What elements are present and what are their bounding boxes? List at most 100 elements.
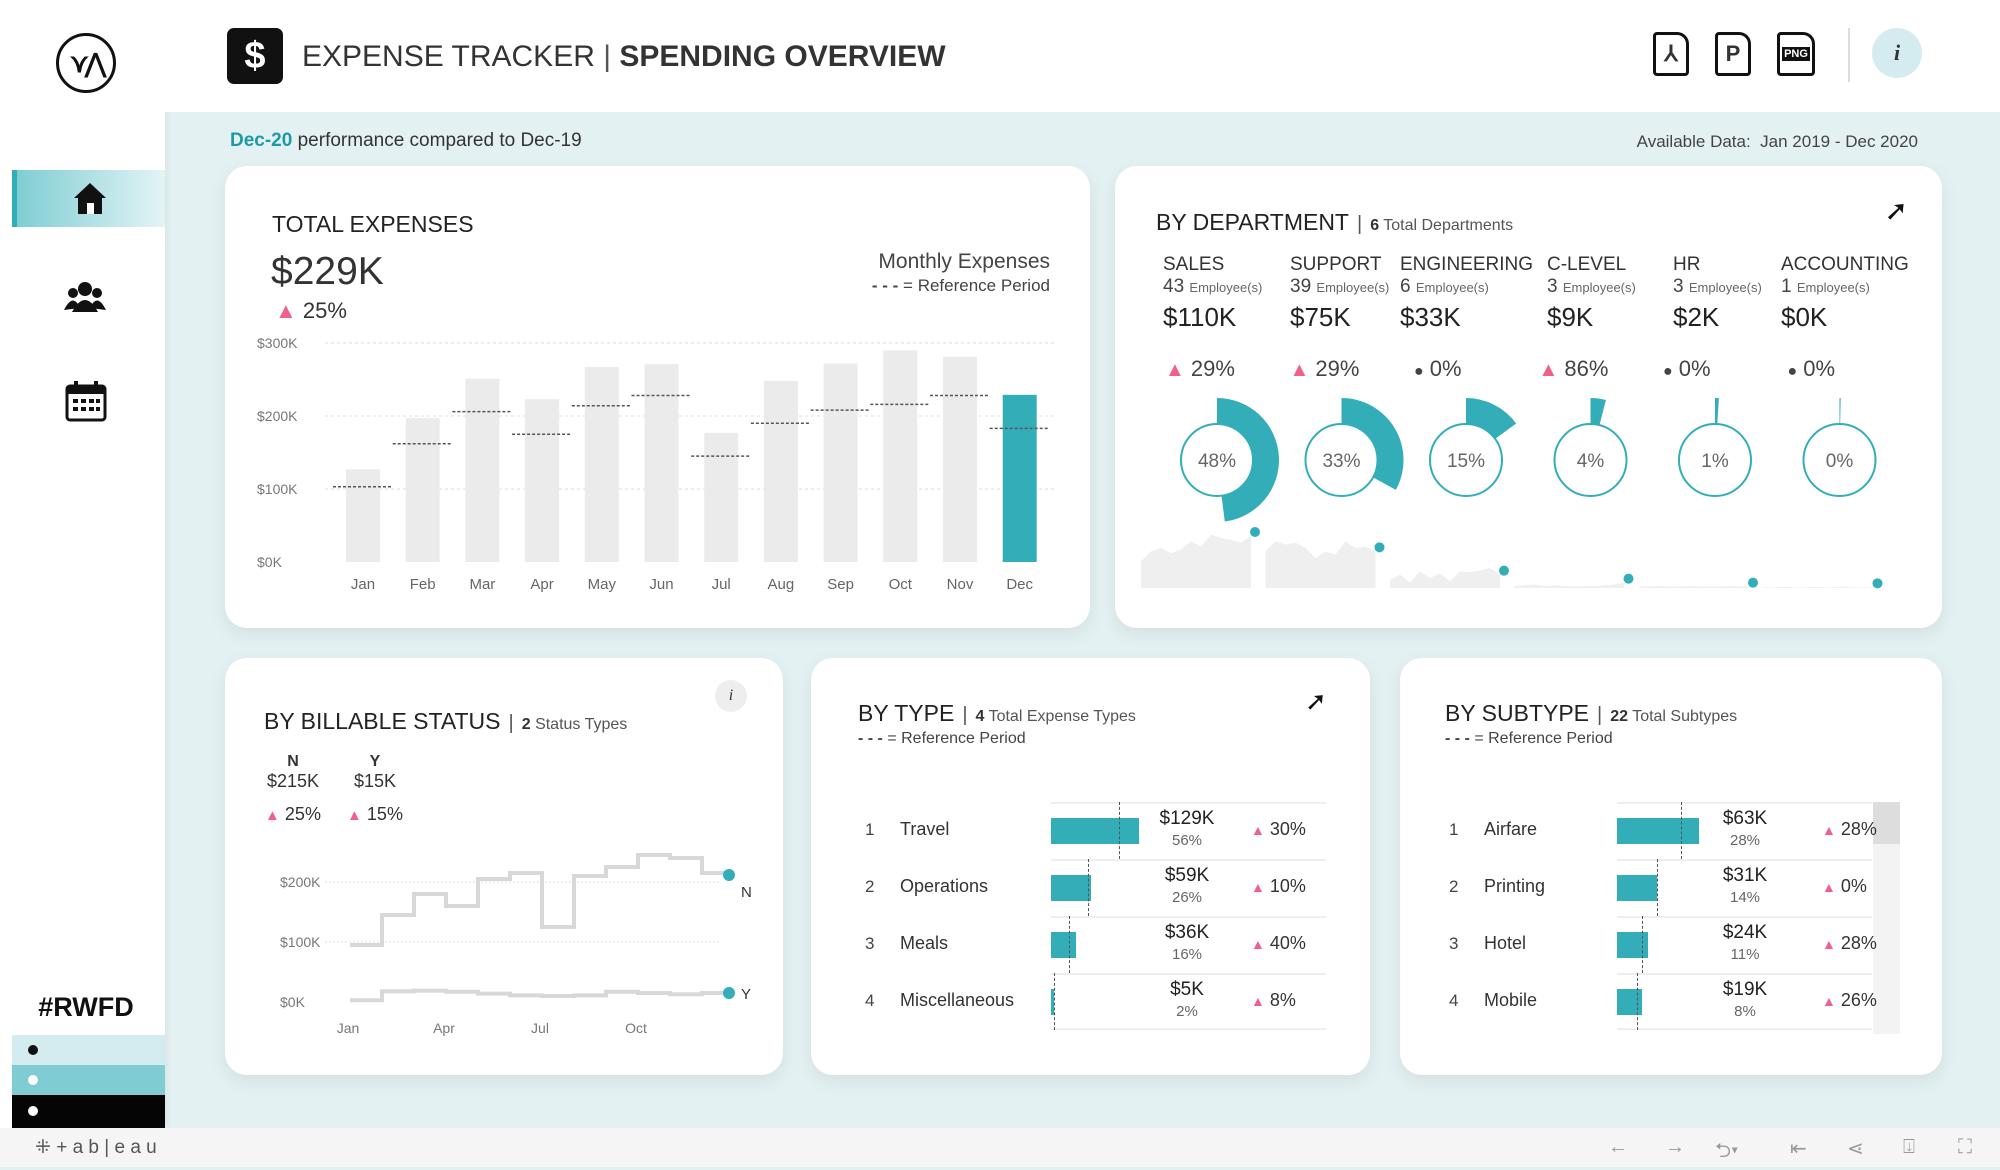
reference-marker [1054,973,1056,1030]
x-tick-label: Jul [712,576,731,593]
y-tick-label: $100K [280,934,321,950]
x-tick-label: Mar [469,576,495,593]
row-change: ▲ 28% [1822,933,1877,954]
share-circle [1429,423,1503,497]
interact-cursor-icon[interactable]: ➚ [1884,195,1908,226]
scrollbar-thumb[interactable] [1873,802,1900,844]
color-swatch-dark[interactable] [12,1095,165,1128]
change-value: 86% [1564,356,1609,381]
reference-marker [1657,859,1659,916]
table-row[interactable]: 1 Travel $129K 56% ▲ 30% [811,802,1370,859]
billable-kpi[interactable]: N $215K ▲ 25% [258,753,328,825]
redo-icon[interactable]: → [1665,1136,1685,1158]
reference-marker [1068,916,1070,973]
employee-label: Employee(s) [1688,280,1762,295]
y-tick-label: $0K [257,554,283,570]
dept-column[interactable]: SUPPORT 39 Employee(s) $75K [1290,254,1420,333]
download-icon[interactable]: ⍗ [1903,1136,1915,1158]
bar-nov [943,356,977,562]
up-triangle-icon: ▲ [1251,822,1265,838]
share-label: 48% [1198,451,1236,472]
nav-home[interactable] [12,170,165,227]
table-row[interactable]: 1 Airfare $63K 28% ▲ 28% [1400,802,1942,859]
dept-change: ● 0% [1414,356,1462,382]
up-triangle-icon: ▲ [265,807,280,824]
home-icon [74,183,106,214]
department-card: BY DEPARTMENT | 6 Total Departments ➚ SALE… [1115,166,1942,628]
change-value: 28% [1840,819,1877,839]
change-value: 25% [284,804,321,824]
share-icon[interactable]: ⋖ [1847,1138,1864,1160]
dept-employees: 39 Employee(s) [1290,276,1420,298]
page-title: SPENDING OVERVIEW [619,40,946,73]
dept-change: ▲ 86% [1539,356,1609,382]
table-row[interactable]: 3 Meals $36K 16% ▲ 40% [811,916,1370,973]
export-png-button[interactable]: PNG [1777,32,1815,76]
y-tick-label: $200K [257,408,298,424]
table-row[interactable]: 4 Mobile $19K 8% ▲ 26% [1400,973,1942,1030]
monthly-expenses-chart: $0K $100K $200K $300K Jan Feb Mar Apr May Jun Jul A… [257,335,1055,593]
fullscreen-icon[interactable]: ⛶ [1958,1136,1972,1158]
revert-icon[interactable]: ⮌▾ [1715,1140,1739,1162]
color-swatch-teal[interactable] [12,1065,165,1095]
calendar-icon[interactable] [65,380,107,422]
row-value: $59K [1164,865,1210,886]
billable-kpi[interactable]: Y $15K ▲ 15% [340,753,410,825]
card-heading: BY SUBTYPE | 22 Total Subtypes [1445,700,1738,726]
total-value: $229K [271,250,384,293]
legend-ref: - - - = Reference Period [858,730,1026,748]
dept-column[interactable]: HR 3 Employee(s) $2K [1673,254,1803,333]
export-pdf-button[interactable]: ⅄ [1653,32,1689,76]
export-ppt-button[interactable]: P [1715,32,1751,76]
change-value: 25% [302,298,347,323]
table-row[interactable]: 4 Miscellaneous $5K 2% ▲ 8% [811,973,1370,1030]
change-value: 0% [1840,876,1867,896]
up-triangle-icon: ▲ [1251,879,1265,895]
change-value: 8% [1269,990,1296,1010]
dept-employees: 43 Employee(s) [1163,276,1293,298]
table-row[interactable]: 3 Hotel $24K 11% ▲ 28% [1400,916,1942,973]
dept-column[interactable]: SALES 43 Employee(s) $110K [1163,254,1293,333]
dept-column[interactable]: ACCOUNTING 1 Employee(s) $0K [1781,254,1911,333]
undo-icon[interactable]: ← [1608,1136,1628,1158]
dept-column[interactable]: ENGINEERING 6 Employee(s) $33K [1400,254,1533,333]
change-value: 28% [1840,933,1877,953]
series-label: N [741,884,752,901]
table-row[interactable]: 2 Printing $31K 14% ▲ 0% [1400,859,1942,916]
interact-cursor-icon[interactable]: ➚ [1305,686,1327,716]
change-value: 0% [1429,356,1462,381]
dept-column[interactable]: C-LEVEL 3 Employee(s) $9K [1547,254,1677,333]
reset-icon[interactable]: ⇤ [1790,1138,1807,1160]
info-button[interactable]: i [1872,28,1922,78]
row-label: Operations [900,876,989,896]
row-share: 26% [1171,889,1203,906]
reference-marker [1118,802,1120,859]
people-icon[interactable] [64,278,106,318]
employee-label: Employee(s) [1415,280,1489,295]
png-label: PNG [1782,47,1810,61]
row-label: Hotel [1484,933,1527,953]
row-change: ▲ 30% [1251,819,1306,840]
status-change: ▲ 15% [340,804,410,825]
dept-amount: $2K [1673,302,1720,332]
dept-count-label: Total Departments [1383,217,1514,234]
card-title: BY TYPE [858,700,955,726]
table-row[interactable]: 2 Operations $59K 26% ▲ 10% [811,859,1370,916]
row-change: ▲ 40% [1251,933,1306,954]
row-rank: 3 [865,934,875,953]
up-triangle-icon: ▲ [347,807,362,824]
scrollbar[interactable] [1873,802,1900,1034]
sidebar: ⋎⋀ #RWFD [0,0,165,1128]
bar-mar [465,378,500,562]
total-expenses-card: TOTAL EXPENSES $229K ▲ 25% Monthly Expen… [225,166,1090,628]
row-share: 14% [1729,889,1761,906]
billable-step-chart: $0K $100K $200K Jan Apr Jul Oct N Y [280,853,752,1036]
dot-icon: ● [1414,363,1424,380]
color-swatch-light[interactable] [12,1035,165,1065]
card-title: BY DEPARTMENT [1156,209,1349,235]
info-button[interactable]: i [715,680,747,712]
x-tick-label: Jan [337,1020,360,1036]
row-value: $31K [1722,865,1768,886]
logo-icon[interactable]: ⋎⋀ [56,33,116,93]
legend-ref: - - - = Reference Period [1445,730,1613,748]
